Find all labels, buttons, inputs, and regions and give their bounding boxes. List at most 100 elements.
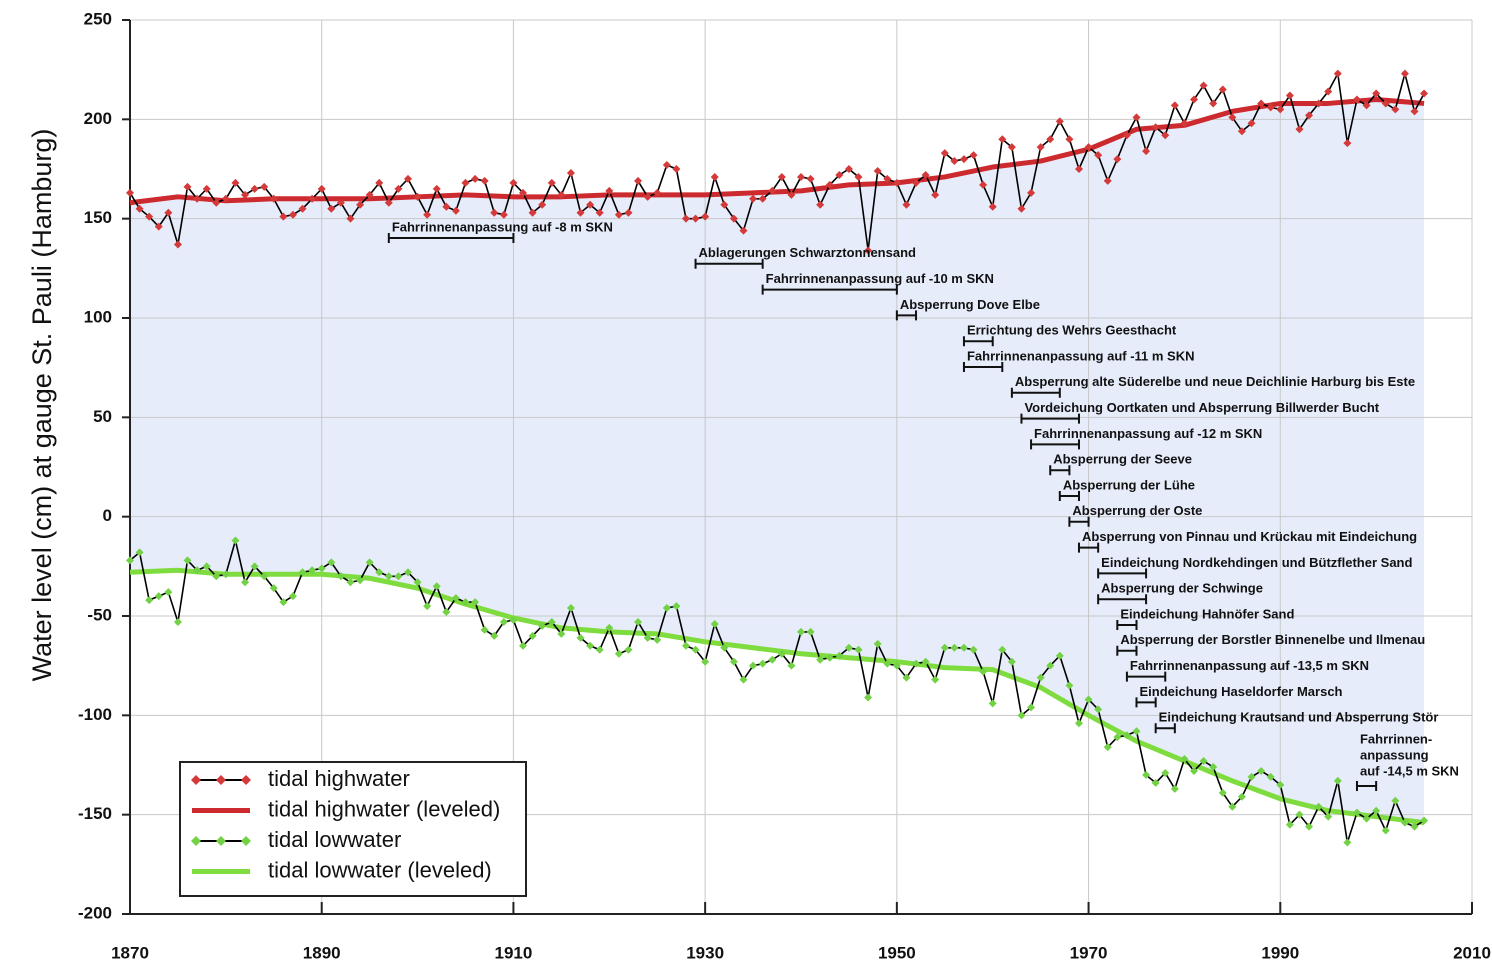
data-point — [250, 562, 259, 571]
annotation: Eindeichung Hahnöfer Sand — [1116, 606, 1294, 630]
legend-label: tidal lowwater (leveled) — [268, 857, 492, 882]
data-point — [231, 536, 240, 545]
data-point — [595, 208, 604, 217]
annotation: Absperrung alte Süderelbe und neue Deich… — [1010, 374, 1415, 398]
data-point — [806, 174, 815, 183]
data-point — [1228, 113, 1237, 122]
data-point — [576, 208, 585, 217]
data-point — [471, 598, 480, 607]
annotation-text: Eindeichung Haseldorfer Marsch — [1140, 684, 1343, 699]
data-point — [269, 194, 278, 203]
data-point — [720, 643, 729, 652]
data-point — [432, 582, 441, 591]
annotation-text: Eindeichung Hahnöfer Sand — [1120, 606, 1294, 621]
data-point — [710, 172, 719, 181]
data-point — [1027, 703, 1036, 712]
data-point — [480, 176, 489, 185]
y-tick-label: 100 — [84, 307, 112, 326]
data-point — [662, 161, 671, 170]
x-tick-label: 1950 — [878, 943, 916, 962]
annotation: Absperrung der Oste — [1068, 503, 1202, 527]
legend-label: tidal highwater (leveled) — [268, 796, 500, 821]
data-point — [691, 214, 700, 223]
data-point — [394, 572, 403, 581]
annotation: Eindeichung Krautsand und Absperrung Stö… — [1154, 710, 1438, 734]
data-point — [384, 198, 393, 207]
data-point — [1190, 95, 1199, 104]
data-point — [566, 168, 575, 177]
annotation-text: Absperrung alte Süderelbe und neue Deich… — [1015, 374, 1415, 389]
annotation-text: Fahrrinnenanpassung auf -11 m SKN — [967, 348, 1195, 363]
y-tick-label: -150 — [78, 804, 112, 823]
data-point — [1237, 127, 1246, 136]
data-point — [442, 608, 451, 617]
legend-marker — [216, 836, 226, 846]
data-point — [1324, 812, 1333, 821]
data-point — [1170, 784, 1179, 793]
data-point — [710, 619, 719, 628]
data-point — [1400, 818, 1409, 827]
annotation-text: Absperrung Dove Elbe — [900, 297, 1040, 312]
data-point — [614, 649, 623, 658]
data-point — [241, 578, 250, 587]
annotation-span — [1154, 723, 1176, 734]
data-point — [327, 558, 336, 567]
data-point — [883, 659, 892, 668]
data-point — [1285, 91, 1294, 100]
data-point — [1094, 151, 1103, 160]
data-point — [681, 641, 690, 650]
data-point — [499, 617, 508, 626]
data-point — [173, 240, 182, 249]
data-point — [1161, 131, 1170, 140]
data-point — [327, 204, 336, 213]
annotation: Fahrrinnenanpassung auf -11 m SKN — [962, 348, 1195, 372]
data-point — [844, 643, 853, 652]
annotation-text: Ablagerungen Schwarztonnensand — [699, 245, 916, 260]
data-point — [1199, 757, 1208, 766]
annotation-text: anpassung — [1360, 747, 1429, 762]
data-point — [1218, 85, 1227, 94]
data-point — [269, 584, 278, 593]
data-point — [1343, 139, 1352, 148]
data-point — [1065, 135, 1074, 144]
data-point — [499, 210, 508, 219]
data-point — [1132, 727, 1141, 736]
data-point — [1027, 188, 1036, 197]
data-point — [308, 194, 317, 203]
legend-marker — [191, 836, 201, 846]
data-point — [1420, 89, 1429, 98]
data-point — [758, 659, 767, 668]
annotation: Fahrrinnenanpassung auf -13,5 m SKN — [1125, 658, 1369, 682]
data-point — [768, 186, 777, 195]
data-point — [193, 566, 202, 575]
data-point — [1276, 780, 1285, 789]
data-point — [1142, 770, 1151, 779]
data-point — [816, 655, 825, 664]
data-point — [519, 188, 528, 197]
data-point — [231, 178, 240, 187]
data-point — [509, 615, 518, 624]
data-point — [1055, 651, 1064, 660]
annotation-span — [1058, 491, 1080, 501]
data-point — [979, 180, 988, 189]
data-point — [921, 170, 930, 179]
data-point — [528, 208, 537, 217]
data-point — [480, 625, 489, 634]
data-point — [1305, 822, 1314, 831]
data-point — [586, 641, 595, 650]
data-point — [1151, 123, 1160, 132]
data-point — [490, 631, 499, 640]
data-point — [1113, 733, 1122, 742]
annotation: Absperrung der Seeve — [1049, 452, 1192, 476]
data-point — [720, 200, 729, 209]
data-point — [221, 570, 230, 579]
data-point — [825, 180, 834, 189]
annotation-span — [1116, 645, 1138, 656]
data-point — [145, 212, 154, 221]
data-point — [634, 617, 643, 626]
annotation-span — [962, 336, 994, 347]
data-point — [998, 645, 1007, 654]
data-point — [1046, 661, 1055, 670]
data-point — [787, 661, 796, 670]
data-point — [451, 594, 460, 603]
